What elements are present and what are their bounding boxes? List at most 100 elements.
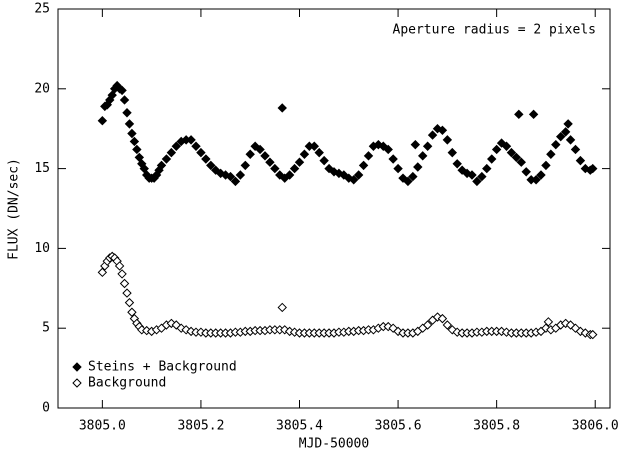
data-point bbox=[477, 171, 487, 182]
data-point bbox=[427, 130, 438, 140]
data-point bbox=[501, 141, 512, 151]
legend-label: Background bbox=[88, 376, 166, 391]
data-point bbox=[482, 163, 492, 174]
data-point bbox=[119, 278, 130, 289]
data-point bbox=[491, 144, 502, 155]
data-point bbox=[575, 326, 586, 337]
data-point bbox=[319, 155, 329, 166]
data-point bbox=[570, 144, 581, 155]
data-point bbox=[528, 109, 539, 120]
data-point bbox=[447, 325, 457, 335]
data-point bbox=[514, 109, 524, 120]
data-point bbox=[294, 157, 305, 167]
data-point bbox=[363, 151, 374, 161]
data-point bbox=[314, 147, 324, 158]
data-point bbox=[181, 325, 191, 335]
annotation: Aperture radius = 2 pixels bbox=[393, 23, 597, 38]
y-tick-label: 5 bbox=[42, 321, 50, 336]
data-point bbox=[265, 157, 275, 167]
data-point bbox=[437, 313, 448, 324]
data-point bbox=[156, 160, 167, 171]
x-tick-label: 3805.8 bbox=[473, 419, 520, 434]
data-point bbox=[134, 152, 145, 163]
data-point bbox=[114, 261, 125, 271]
data-point bbox=[124, 119, 135, 129]
y-tick-label: 10 bbox=[34, 241, 50, 256]
data-point bbox=[122, 288, 132, 298]
data-point bbox=[422, 141, 433, 151]
data-point bbox=[235, 170, 246, 180]
data-point bbox=[541, 323, 551, 333]
data-point bbox=[393, 163, 403, 174]
data-point bbox=[127, 307, 137, 317]
x-tick-label: 3805.6 bbox=[375, 419, 422, 434]
data-point bbox=[388, 154, 398, 164]
data-point bbox=[383, 144, 393, 155]
data-point bbox=[299, 149, 310, 159]
data-point bbox=[418, 151, 428, 161]
y-axis-label: FLUX (DN/sec) bbox=[7, 158, 22, 260]
data-point bbox=[467, 170, 477, 180]
data-point bbox=[225, 171, 236, 182]
data-point bbox=[260, 151, 270, 161]
legend-marker bbox=[72, 362, 82, 372]
data-point bbox=[447, 147, 457, 158]
legend-marker bbox=[72, 378, 82, 388]
data-point bbox=[511, 152, 522, 163]
data-point bbox=[186, 135, 196, 145]
data-point bbox=[556, 131, 566, 142]
data-point bbox=[378, 141, 388, 151]
data-point bbox=[240, 160, 250, 171]
data-point bbox=[536, 170, 546, 180]
data-point bbox=[437, 125, 448, 136]
y-tick-label: 15 bbox=[34, 161, 50, 176]
data-point bbox=[358, 160, 369, 171]
data-point bbox=[487, 154, 497, 164]
data-point bbox=[551, 139, 561, 150]
data-point bbox=[516, 157, 526, 167]
data-point bbox=[413, 162, 423, 172]
data-point bbox=[442, 320, 453, 330]
x-tick-label: 3805.0 bbox=[79, 419, 126, 434]
data-point bbox=[452, 159, 462, 169]
y-tick-label: 0 bbox=[42, 401, 50, 416]
legend-label: Steins + Background bbox=[88, 360, 237, 375]
data-point bbox=[334, 168, 344, 179]
x-axis-label: MJD-50000 bbox=[299, 437, 369, 452]
data-point bbox=[472, 176, 482, 187]
data-point bbox=[284, 170, 295, 180]
data-point bbox=[543, 317, 554, 327]
data-point bbox=[560, 318, 571, 329]
data-point bbox=[588, 163, 598, 174]
data-point bbox=[531, 175, 541, 185]
data-point bbox=[245, 149, 255, 159]
data-point bbox=[127, 128, 137, 139]
data-point bbox=[255, 144, 265, 155]
data-point bbox=[171, 141, 181, 151]
data-point bbox=[230, 176, 241, 187]
data-point bbox=[521, 167, 531, 177]
data-point bbox=[388, 323, 398, 333]
data-point bbox=[117, 85, 127, 96]
data-point bbox=[541, 160, 551, 171]
x-tick-label: 3806.0 bbox=[572, 419, 619, 434]
data-point bbox=[277, 103, 287, 113]
data-point bbox=[408, 171, 418, 182]
data-point bbox=[250, 141, 260, 151]
x-tick-label: 3805.4 bbox=[276, 419, 323, 434]
data-point bbox=[117, 269, 127, 279]
data-point bbox=[132, 144, 142, 155]
y-tick-label: 20 bbox=[34, 81, 50, 96]
data-point bbox=[215, 168, 226, 179]
data-point bbox=[139, 163, 149, 174]
data-point bbox=[353, 170, 364, 180]
data-point bbox=[191, 141, 201, 151]
data-point bbox=[277, 302, 287, 313]
data-point bbox=[289, 163, 300, 174]
data-point bbox=[588, 329, 598, 340]
data-point bbox=[309, 141, 319, 151]
data-point bbox=[422, 320, 433, 330]
data-point bbox=[457, 165, 467, 175]
